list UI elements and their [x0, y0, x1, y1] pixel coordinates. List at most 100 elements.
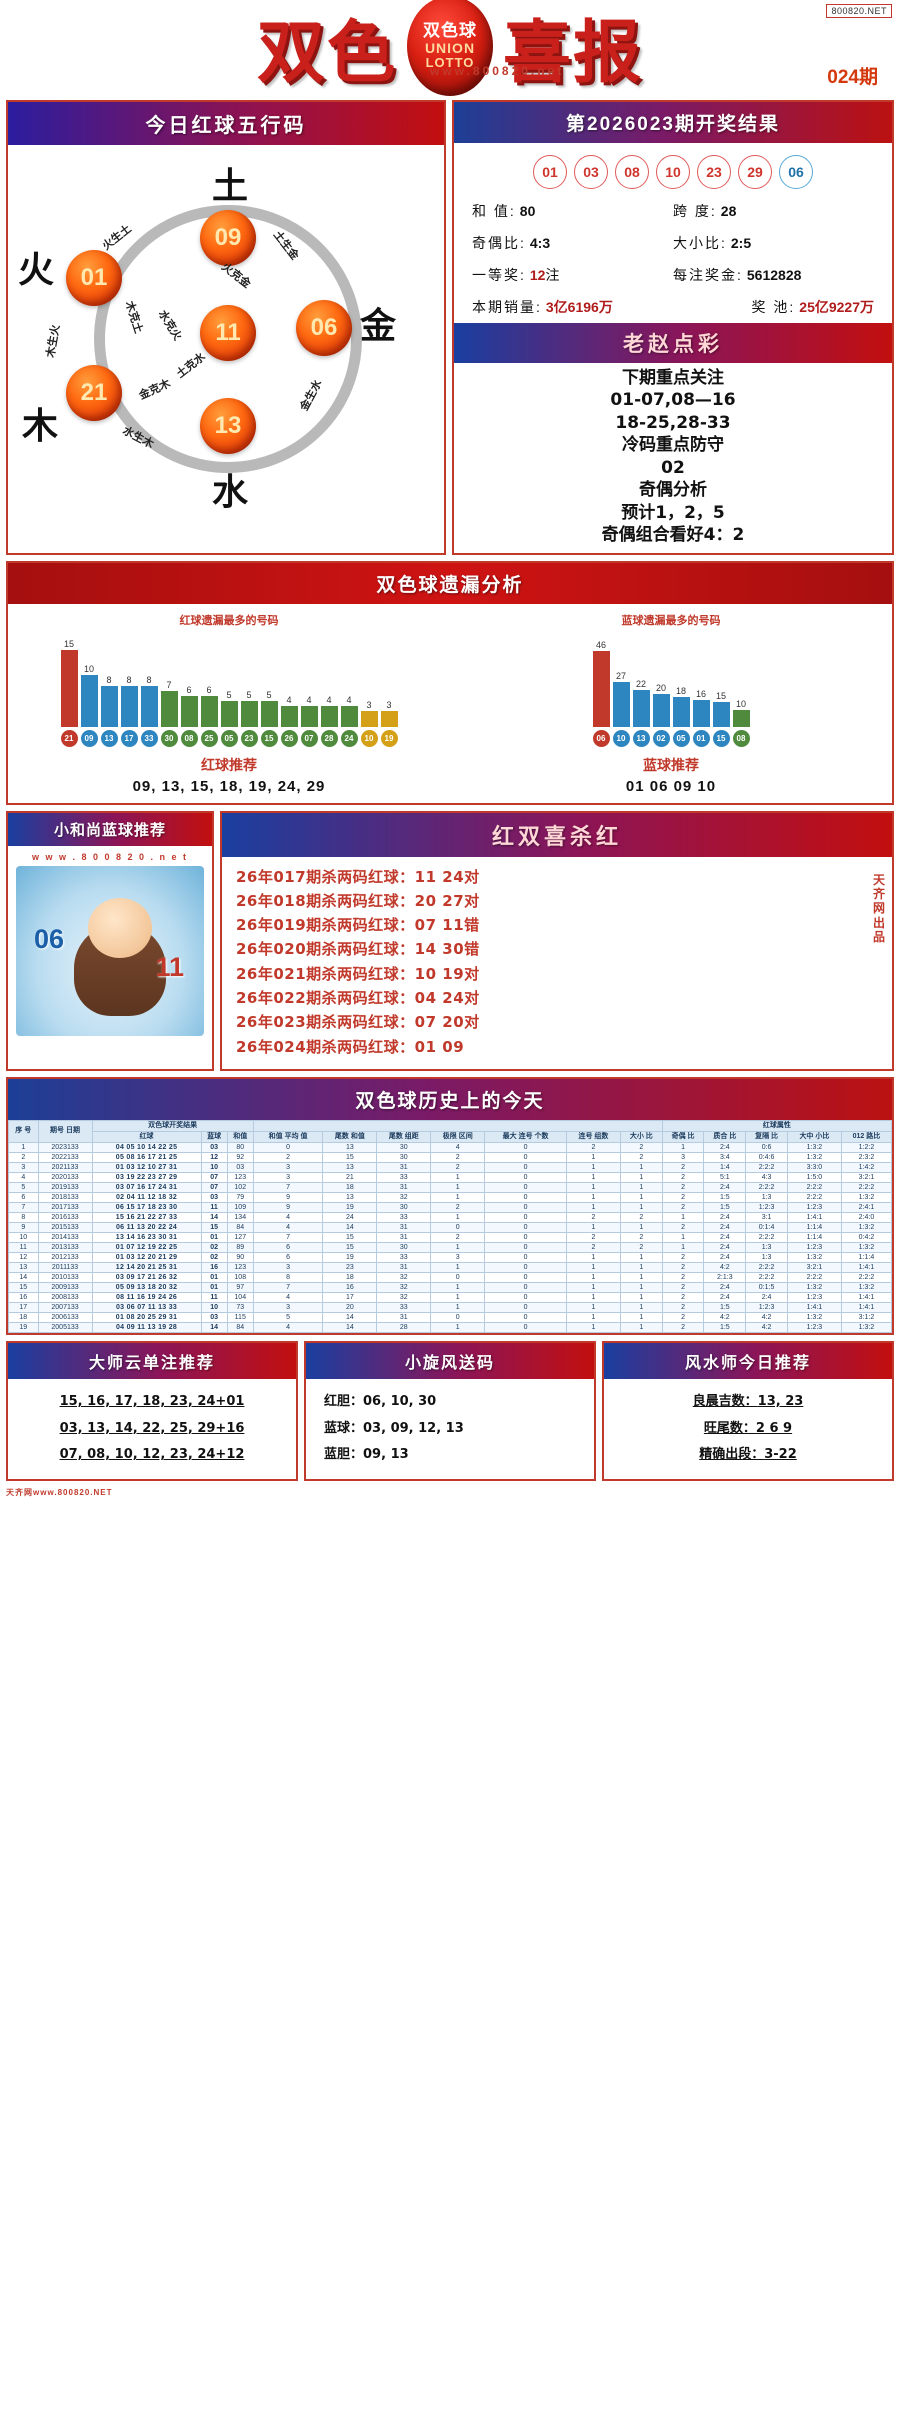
table-cell: 3:1:2 [840, 1311, 893, 1323]
number-label: 13 [632, 729, 650, 747]
table-cell: 05 09 13 18 20 32 [91, 1281, 202, 1293]
table-cell: 0 [252, 1141, 324, 1153]
fengshui-title: 风水师今日推荐 [604, 1342, 892, 1379]
table-cell: 14 [322, 1221, 378, 1233]
table-cell: 108 [226, 1271, 254, 1283]
table-cell: 1:4 [703, 1161, 747, 1173]
bar-column: 8 [140, 632, 158, 727]
table-cell: 2 [619, 1151, 663, 1163]
bar [672, 696, 690, 727]
fengshui-value: 3-22 [764, 1447, 797, 1463]
table-cell: 1:3 [745, 1251, 788, 1263]
table-cell: 1:3:2 [786, 1151, 842, 1163]
bar [260, 700, 278, 727]
laozhao-line: 18-25,28-33 [615, 412, 731, 433]
bar-value: 3 [366, 700, 372, 711]
table-cell: 2 [661, 1301, 705, 1313]
table-cell: 10 [200, 1301, 228, 1313]
table-cell: 2014133 [37, 1231, 93, 1243]
table-cell: 10 [8, 1231, 39, 1243]
monk-title: 小和尚蓝球推荐 [8, 812, 212, 846]
table-cell: 0 [484, 1321, 567, 1333]
table-cell: 19 [8, 1321, 39, 1333]
table-cell: 2 [430, 1201, 486, 1213]
table-cell: 0 [484, 1201, 567, 1213]
table-cell: 1:5 [703, 1321, 747, 1333]
red-omission-chart: 红球遗漏最多的号码 15 10 8 8 8 7 6 6 5 5 5 4 4 4 4 3 3 21 09 13 17 33… [8, 612, 450, 753]
table-row: 10 2014133 13 14 16 23 30 31 01 127 7 15 31 2 0 2 2… [8, 1231, 893, 1243]
table-cell: 1:3:2 [840, 1241, 893, 1253]
table-cell: 1 [430, 1261, 486, 1273]
table-cell: 1 [565, 1281, 621, 1293]
table-cell: 1:5 [703, 1191, 747, 1203]
table-cell: 31 [376, 1221, 432, 1233]
table-row: 18 2006133 01 08 20 25 29 31 03 115 5 14 31 0 0 1 1… [8, 1311, 893, 1323]
table-cell: 4 [252, 1321, 324, 1333]
table-cell: 2:4 [703, 1231, 747, 1243]
laozhao-line: 奇偶分析 [639, 480, 707, 501]
number-label: 06 [592, 729, 610, 747]
table-cell: 79 [226, 1191, 254, 1203]
header-period: 024期 [827, 67, 878, 88]
bar-column: 10 [80, 632, 98, 727]
laozhao-line: 01-07,08—16 [610, 390, 736, 411]
stat-label: 奇偶比: [472, 235, 526, 251]
table-cell: 0 [484, 1231, 567, 1243]
wuxing-title: 今日红球五行码 [8, 102, 444, 145]
bar-column: 20 [652, 632, 670, 727]
bar-column: 27 [612, 632, 630, 727]
table-cell: 16 [322, 1281, 378, 1293]
table-cell: 3:1 [745, 1211, 788, 1223]
table-cell: 23 [322, 1261, 378, 1273]
table-cell: 03 09 17 21 26 32 [91, 1271, 202, 1283]
table-cell: 1 [661, 1141, 705, 1153]
table-cell: 2 [661, 1191, 705, 1203]
table-cell: 2:2:2 [745, 1161, 788, 1173]
table-cell: 1 [619, 1161, 663, 1173]
wuxing-ball-mu: 21 [66, 365, 122, 421]
table-cell: 02 [200, 1241, 228, 1253]
col-bigsmall: 大小 比 [619, 1130, 663, 1143]
table-cell: 0 [430, 1221, 486, 1233]
table-cell: 1 [565, 1221, 621, 1233]
number-label: 08 [732, 729, 750, 747]
table-cell: 05 08 16 17 21 25 [91, 1151, 202, 1163]
table-cell: 134 [226, 1211, 254, 1223]
table-cell: 3 [8, 1161, 39, 1173]
table-cell: 2018133 [37, 1191, 93, 1203]
table-cell: 5 [8, 1181, 39, 1193]
table-cell: 0:4:2 [840, 1231, 893, 1243]
kill-row: 26年020期杀两码红球：14 30错 [236, 940, 480, 959]
number-label: 30 [160, 729, 178, 747]
bar-value: 27 [615, 671, 626, 682]
table-cell: 1:3:2 [840, 1221, 893, 1233]
bar [240, 700, 258, 727]
table-cell: 2:2:2 [745, 1231, 788, 1243]
whirlwind-row: 红胆：06, 10, 30 [324, 1389, 586, 1416]
bar-value: 5 [266, 689, 272, 700]
omission-section: 双色球遗漏分析 红球遗漏最多的号码 15 10 8 8 8 7 6 6 5 5 5 4 4 4 4 3 3 21… [6, 560, 894, 805]
table-cell: 12 [8, 1251, 39, 1263]
table-cell: 13 [322, 1191, 378, 1203]
table-cell: 2 [661, 1291, 705, 1303]
whirlwind-panel: 小旋风送码 红胆：06, 10, 30 蓝球：03, 09, 12, 13 蓝胆… [304, 1340, 596, 1481]
kill-row: 26年017期杀两码红球：11 24对 [236, 867, 480, 886]
bar-column: 5 [220, 632, 238, 727]
kill-title: 红双喜杀红 [222, 812, 892, 857]
monk-illustration: 06 11 [16, 865, 204, 1036]
table-cell: 0 [484, 1141, 567, 1153]
table-cell: 3:4 [703, 1151, 747, 1163]
wuxing-ball-center: 11 [200, 305, 256, 361]
result-sales-row: 本期销量: 3亿6196万 奖 池: 25亿9227万 [454, 291, 892, 323]
fengshui-row: 良晨吉数：13, 23 [612, 1389, 884, 1416]
bar-value: 10 [83, 664, 94, 675]
bar-column: 7 [160, 632, 178, 727]
bar [280, 706, 298, 727]
table-cell: 11 [200, 1201, 228, 1213]
group-header-attrs: 红球属性 [661, 1119, 893, 1132]
fengshui-value: 13, 23 [757, 1393, 804, 1409]
group-header-results: 双色球开奖结果 [91, 1119, 254, 1132]
table-cell: 2 [252, 1151, 324, 1163]
bar-column: 15 [60, 632, 78, 727]
bar-column: 3 [380, 632, 398, 727]
